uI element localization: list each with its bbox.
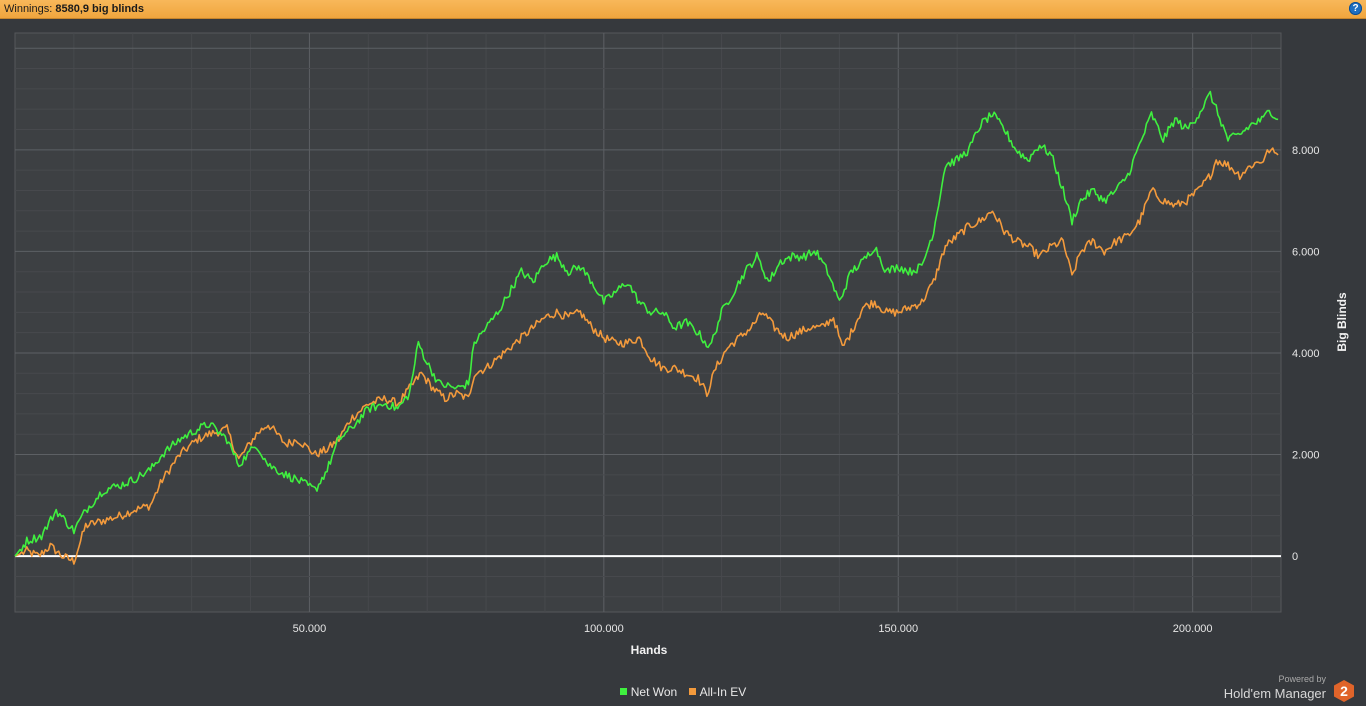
y-axis-tick-labels: 0 2.000 4.000 6.000 8.000: [1292, 145, 1320, 563]
branding: Powered by Hold'em Manager: [1224, 675, 1326, 702]
help-icon[interactable]: ?: [1349, 2, 1362, 15]
x-tick-label: 200.000: [1173, 623, 1213, 635]
legend-item-all-in-ev[interactable]: All-In EV: [688, 685, 747, 699]
legend-swatch-net-won: [619, 688, 627, 695]
grid-lines: [15, 33, 1281, 612]
winnings-label: Winnings:: [4, 3, 53, 15]
y-tick-label: 8.000: [1292, 145, 1320, 157]
y-tick-label: 4.000: [1292, 348, 1320, 360]
brand-badge-text: 2: [1340, 683, 1348, 699]
y-tick-label: 6.000: [1292, 246, 1320, 258]
powered-by-text: Powered by: [1278, 674, 1326, 684]
series-line-all-in-ev: [14, 147, 1279, 565]
y-tick-label: 0: [1292, 551, 1298, 563]
plot-area: [14, 32, 1282, 613]
x-tick-label: 50.000: [293, 623, 327, 635]
series-layer: [14, 90, 1279, 565]
legend-swatch-all-in-ev: [688, 688, 696, 695]
winnings-graph: 50.000 100.000 150.000 200.000 0 2.000 4.000 6…: [14, 32, 1349, 657]
x-tick-label: 150.000: [878, 623, 918, 635]
series-line-net-won: [14, 90, 1279, 557]
hem2-logo-icon: 2: [1334, 680, 1354, 702]
y-axis-title: Big Blinds: [1335, 292, 1349, 352]
x-axis-tick-labels: 50.000 100.000 150.000 200.000: [293, 623, 1213, 635]
winnings-summary: Winnings: 8580,9 big blinds: [4, 0, 144, 18]
x-tick-label: 100.000: [584, 623, 624, 635]
y-tick-label: 2.000: [1292, 450, 1320, 462]
legend: Net Won All-In EV: [0, 685, 1366, 699]
product-name: Hold'em Manager: [1223, 686, 1326, 701]
legend-label-all-in-ev: All-In EV: [699, 685, 747, 699]
legend-label-net-won: Net Won: [630, 685, 678, 699]
winnings-value: 8580,9 big blinds: [55, 3, 144, 15]
summary-bar: Winnings: 8580,9 big blinds ?: [0, 0, 1366, 19]
legend-item-net-won[interactable]: Net Won: [619, 685, 678, 699]
x-axis-title: Hands: [631, 643, 668, 657]
